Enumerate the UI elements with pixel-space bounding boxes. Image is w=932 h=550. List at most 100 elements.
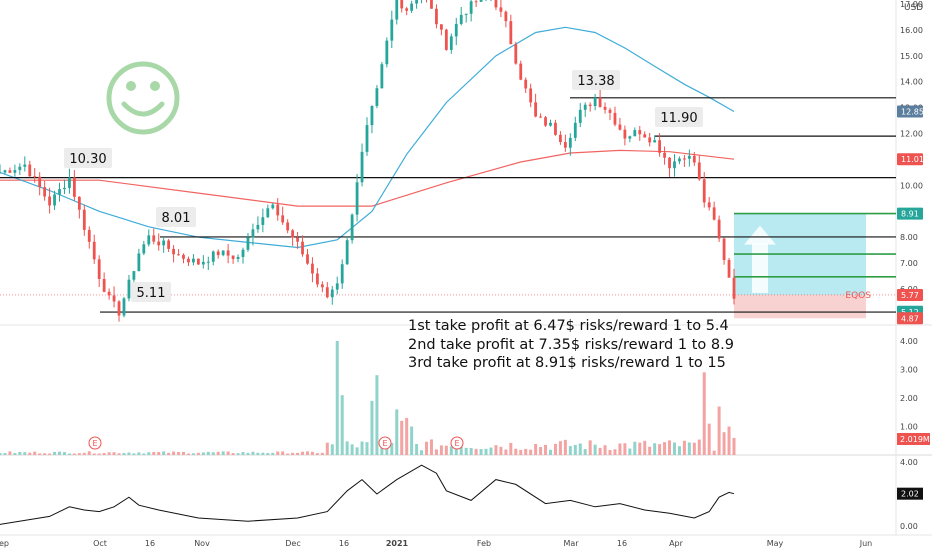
candle-body	[509, 21, 513, 45]
note-3: 3rd take profit at 8.91$ risks/reward 1 …	[408, 355, 726, 371]
volume-bar	[732, 437, 736, 455]
volume-bar	[157, 451, 161, 455]
volume-pane: 4.00 3.00 2.00 1.00 2.019M E E E	[0, 337, 930, 455]
candle-body	[360, 151, 364, 183]
volume-bar	[712, 450, 716, 455]
price-callout-box	[655, 107, 703, 127]
long-position-tool[interactable]	[734, 212, 896, 319]
volume-bar	[72, 453, 76, 455]
volume-tick-label: 4.00	[900, 337, 918, 346]
volume-bar	[122, 452, 126, 455]
volume-bar	[608, 449, 612, 455]
earnings-icon	[88, 436, 102, 450]
volume-bar	[375, 375, 379, 455]
candle-body	[68, 177, 71, 188]
volume-bar	[132, 453, 136, 455]
volume-bar	[350, 444, 354, 455]
volume-bar	[499, 446, 503, 455]
volume-bar	[256, 452, 260, 455]
volume-bar	[563, 439, 567, 455]
candle-body	[266, 208, 270, 218]
volume-bar	[395, 409, 399, 455]
candle-body	[196, 258, 200, 265]
currency-label: USD	[904, 3, 923, 13]
price-callout-label: 13.38	[577, 74, 614, 89]
candle-body	[603, 106, 607, 110]
candle-body	[132, 271, 136, 280]
volume-bar	[494, 445, 498, 455]
candle-body	[648, 137, 652, 143]
volume-bar	[429, 439, 433, 455]
candle-body	[707, 202, 711, 208]
volume-bar	[191, 453, 195, 455]
candle-body	[286, 222, 290, 231]
volume-bar	[668, 440, 672, 455]
candle-body	[529, 88, 533, 103]
volume-bar	[320, 452, 324, 455]
volume-bar	[261, 452, 265, 455]
candle-body	[365, 125, 369, 152]
horizontal-levels[interactable]	[0, 97, 896, 313]
volume-bar	[211, 452, 215, 455]
candle-body	[241, 249, 245, 257]
candle-body	[63, 187, 66, 190]
volume-bar	[97, 453, 101, 455]
candle-body	[568, 137, 572, 148]
volume-bar	[722, 432, 726, 455]
candle-body	[13, 170, 17, 173]
volume-bar	[182, 451, 185, 455]
volume-bar	[519, 449, 523, 455]
volume-bar	[444, 445, 448, 455]
candles	[0, 0, 736, 322]
volume-bar	[405, 417, 409, 455]
volume-bar	[425, 441, 429, 455]
volume-tick-label: 1.00	[900, 423, 918, 432]
candle-body	[494, 0, 498, 8]
candle-body	[439, 24, 443, 30]
candle-body	[311, 263, 314, 274]
candle-body	[375, 88, 379, 106]
candle-body	[276, 204, 280, 216]
volume-bar	[8, 451, 12, 455]
time-axis: ep Oct 16 Nov Dec 16 2021 Feb Mar 16 Apr May Jun	[0, 539, 872, 548]
candle-body	[598, 97, 602, 107]
candle-body	[3, 170, 7, 173]
volume-bar	[241, 452, 245, 455]
moving-average-line	[0, 149, 735, 207]
candle-body	[583, 104, 587, 110]
candle-body	[633, 130, 637, 137]
candle-body	[628, 136, 632, 139]
candle-body	[8, 170, 12, 173]
volume-bar	[286, 453, 290, 455]
oscillator-line	[0, 464, 735, 525]
candle-body	[261, 217, 265, 225]
candle-body	[43, 187, 47, 197]
volume-last-label: 2.019M	[900, 435, 930, 444]
candle-body	[38, 176, 42, 188]
candle-body	[444, 29, 448, 50]
candle-body	[459, 14, 463, 24]
price-tick-label: 8.00	[900, 233, 918, 242]
candle-body	[732, 277, 736, 299]
candle-body	[410, 3, 414, 11]
volume-bar	[544, 444, 548, 455]
volume-bar	[697, 439, 701, 455]
candle-body	[246, 237, 250, 250]
price-tick-label: 16.00	[900, 26, 923, 35]
volume-bar	[3, 453, 7, 455]
candle-body	[201, 261, 205, 265]
oscillator-last-tag	[897, 487, 923, 500]
volume-bar	[370, 400, 374, 455]
volume-bar	[578, 443, 582, 455]
price-tick-label: 17.00	[900, 0, 923, 9]
volume-bar	[325, 442, 329, 455]
candle-body	[48, 196, 51, 206]
volume-bar	[593, 444, 597, 455]
volume-bar	[271, 452, 275, 455]
volume-bar	[236, 453, 240, 455]
candle-body	[33, 176, 37, 178]
volume-bar	[355, 447, 359, 455]
candle-body	[380, 64, 384, 89]
volume-bar	[246, 452, 250, 455]
